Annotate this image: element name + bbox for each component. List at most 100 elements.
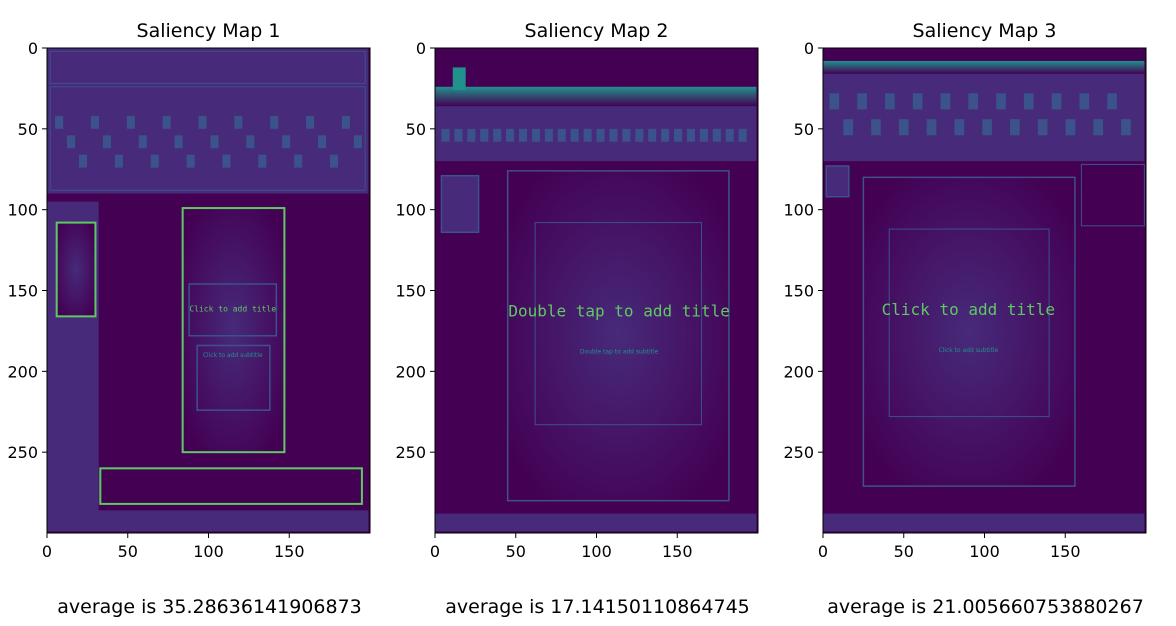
y-tick-label: 150 [7,282,38,301]
x-tick-label: 150 [274,542,305,561]
status-strip [47,510,369,532]
x-tick-label: 150 [662,542,693,561]
x-tick-label: 50 [506,542,526,561]
slide-subtitle-text: Click to add subtitle [203,352,263,359]
ribbon-glyph [996,93,1006,110]
ribbon-glyph [885,93,895,110]
x-tick-label: 0 [818,542,828,561]
ribbon-glyph [317,135,327,149]
ribbon-glyph [126,115,135,129]
ribbon-glyph [829,93,840,110]
ribbon-glyph [635,128,644,142]
x-tick-label: 0 [42,542,52,561]
y-tick-label: 150 [395,282,426,301]
slide-frame [862,176,1076,487]
ribbon-glyph [270,115,279,129]
ribbon-strip [49,86,366,191]
slide-subtitle-text: Click to add subtitle [938,347,998,354]
ribbon-region [47,48,369,194]
y-tick-label: 200 [395,362,426,381]
status-strip [435,513,757,532]
ribbon-glyph [102,135,111,149]
ribbon-glyph [622,128,631,142]
ribbon-glyph [1121,119,1131,136]
ribbon-glyph [282,135,291,149]
y-tick-label: 250 [783,443,814,462]
ribbon-glyph [454,128,463,142]
ribbon-glyph [940,93,951,110]
ribbon-glyph [210,135,219,149]
ribbon-glyph [493,128,502,142]
slide-frame [506,170,730,502]
ribbon-glyph [871,119,881,136]
y-tick-label: 100 [783,201,814,220]
y-tick-label: 100 [395,201,426,220]
ribbon-glyph [912,93,923,110]
ribbon-glyph [353,135,362,149]
y-tick-label: 250 [7,443,38,462]
x-tick-label: 0 [430,542,440,561]
thumbnail-frame [440,174,480,234]
ribbon-glyph [926,119,937,136]
thumbnail-frame [825,165,850,198]
ribbon-glyph [198,115,207,129]
subtitle-placeholder [196,344,271,411]
ribbon-glyph [843,119,854,136]
ribbon-glyph [114,154,123,168]
y-tick-label: 0 [804,39,814,58]
y-tick-label: 150 [783,282,814,301]
ribbon-glyph [557,128,566,142]
ribbon-glyph [686,128,696,142]
ribbon-glyph [246,135,255,149]
ribbon-glyph [294,154,303,168]
ribbon-glyph [162,115,171,129]
ribbon-glyph [648,128,657,142]
x-tick-label: 50 [118,542,138,561]
y-tick-label: 0 [28,39,38,58]
ribbon-glyph [341,115,350,129]
ribbon-glyph [725,128,734,142]
ribbon-glyph [857,93,867,110]
y-tick-label: 250 [395,443,426,462]
inner-frame [534,222,702,426]
slide-title-text: Click to add title [882,300,1055,319]
y-tick-label: 50 [18,120,38,139]
ribbon-glyph [258,154,267,168]
slide-title-text: Double tap to add title [508,301,730,320]
plot-title: Saliency Map 2 [525,20,669,42]
title-strip [49,50,366,85]
title-placeholder [188,283,278,337]
active-tab-glow [452,67,466,91]
plot-title: Saliency Map 3 [913,20,1057,42]
ribbon-glyph [738,128,747,142]
ribbon-glyph [234,115,243,129]
inner-frame [888,228,1050,418]
ribbon-glyph [78,154,88,168]
y-tick-label: 50 [794,120,814,139]
ribbon-glyph [174,135,183,149]
ribbon-glyph [570,128,579,142]
ribbon-glyph [596,128,605,142]
ribbon-glyph [480,128,489,142]
notes-highlight [99,467,363,505]
ribbon-glyph [441,128,450,142]
x-tick-label: 50 [894,542,914,561]
y-tick-label: 50 [406,120,426,139]
ribbon-glyph [1107,93,1117,110]
ribbon-region [823,73,1145,162]
x-tick-label: 100 [193,542,224,561]
ribbon-glyph [583,128,592,142]
slide-highlight [181,207,286,454]
y-tick-label: 200 [7,362,38,381]
ribbon-glyph [1051,93,1062,110]
y-tick-label: 0 [416,39,426,58]
ribbon-glyph [518,128,528,142]
ribbon-glyph [55,115,64,129]
ribbon-glyph [544,128,553,142]
thumbnail-highlight [55,221,97,318]
ribbon-glow [823,60,1145,74]
average-caption: average is 17.14150110864745 [445,596,750,618]
ribbon-glyph [467,128,476,142]
ribbon-glow [435,86,757,107]
